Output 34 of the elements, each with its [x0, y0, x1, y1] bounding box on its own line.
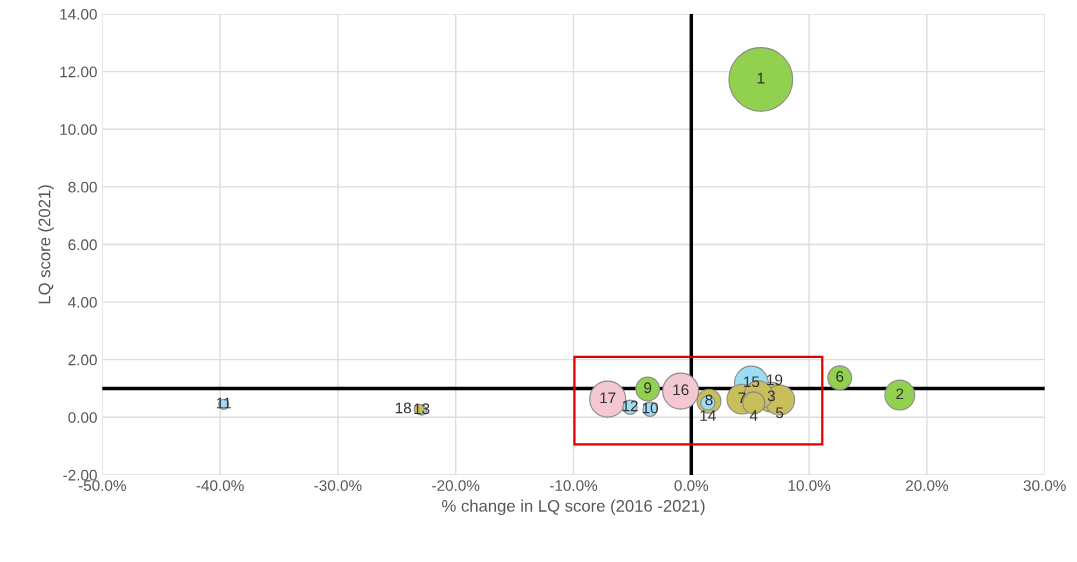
annotation: 16 [673, 384, 689, 396]
y-tick-label: 12.00 [60, 66, 97, 78]
x-axis-title: % change in LQ score (2016 -2021) [442, 499, 705, 516]
x-tick-label: 20.0% [906, 480, 949, 491]
annotation: 2 [896, 388, 904, 400]
x-tick-label: -50.0% [78, 480, 126, 491]
annotation: 10 [642, 402, 658, 414]
x-tick-label: 10.0% [788, 480, 831, 491]
annotation: 17 [600, 392, 616, 404]
annotation: 6 [836, 371, 844, 382]
y-tick-label: 8.00 [68, 181, 97, 193]
y-tick-label: -2.00 [63, 469, 97, 481]
annotation: 14 [700, 410, 716, 421]
annotation: 8 [705, 394, 713, 406]
y-tick-label: 2.00 [68, 354, 97, 366]
annotation: 12 [622, 400, 638, 412]
y-tick-label: 10.00 [60, 124, 97, 135]
x-tick-label: -20.0% [432, 480, 480, 491]
y-axis-title: LQ score (2021) [38, 185, 54, 304]
annotation: 1 [757, 72, 765, 84]
x-tick-label: 0.0% [674, 480, 709, 491]
annotation: 11 [216, 397, 231, 409]
x-tick-label: -10.0% [549, 480, 598, 491]
annotation: 18 [395, 402, 412, 414]
y-tick-label: 0.00 [68, 412, 97, 423]
annotation: 7 [738, 392, 746, 404]
x-tick-label: -40.0% [196, 480, 244, 491]
y-tick-label: 4.00 [68, 296, 97, 308]
y-tick-label: 6.00 [68, 239, 97, 251]
y-tick-label: 14.00 [60, 8, 97, 20]
annotation: 9 [644, 382, 652, 394]
x-tick-label: 30.0% [1023, 480, 1066, 491]
x-tick-label: -30.0% [314, 480, 362, 491]
annotation: 4 [749, 410, 758, 421]
